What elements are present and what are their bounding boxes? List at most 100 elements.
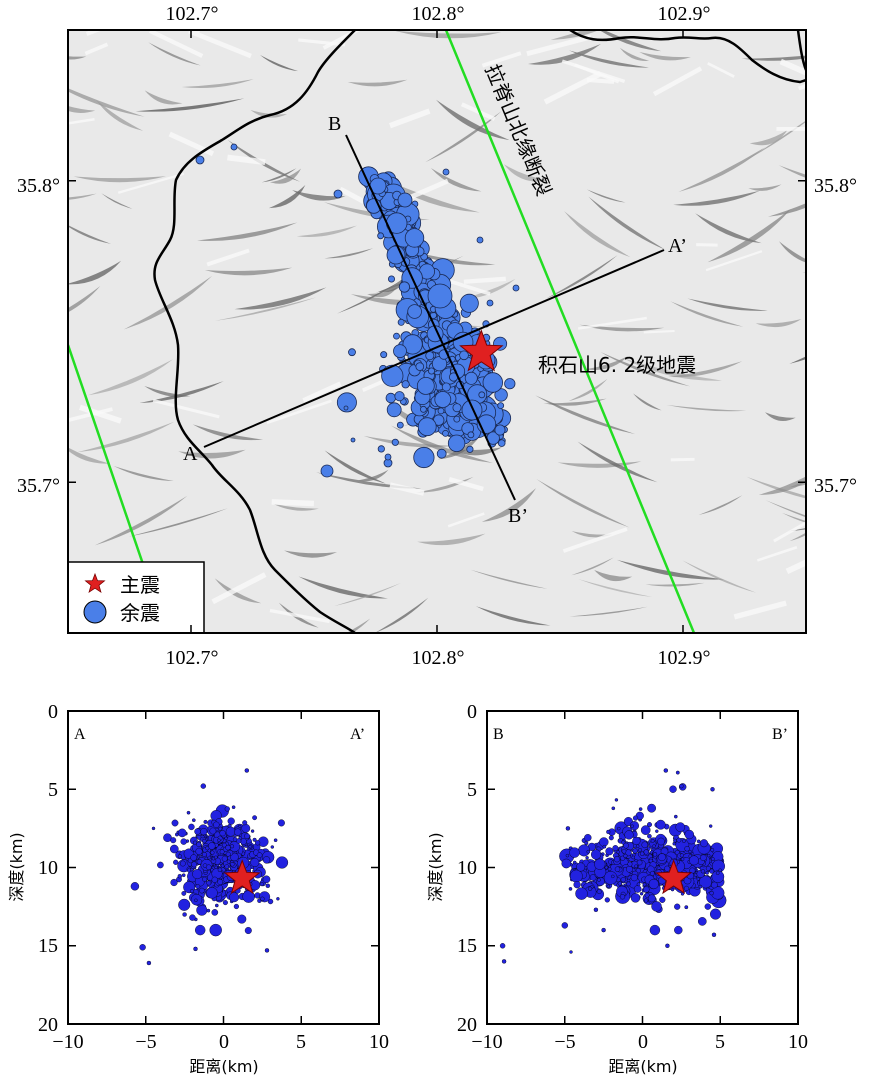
profile-aftershock-dot [219, 830, 226, 837]
terrain-highlight [696, 243, 718, 247]
terrain-ridge [755, 319, 802, 328]
terrain-ridge [68, 447, 110, 464]
terrain-highlight [526, 34, 592, 57]
aftershock-dot [497, 402, 505, 410]
profile-aftershock-dot [244, 833, 251, 839]
aa-ytick-10: 10 [38, 857, 58, 879]
terrain-highlight [560, 639, 608, 646]
bb-xtick-0: 0 [638, 1031, 648, 1053]
aftershock-dot [447, 434, 466, 453]
profile-aftershock-dot [707, 853, 711, 858]
terrain-highlight [460, 102, 496, 121]
profile-aftershock-dot [262, 856, 271, 864]
profile-aftershock-dot [648, 878, 659, 890]
profile-aftershock-dot [663, 768, 668, 773]
profile-aftershock-dot [561, 922, 568, 929]
terrain-highlight [269, 608, 330, 624]
lat-tick-left-1: 35.8° [17, 175, 60, 197]
terrain-highlight [773, 521, 806, 543]
profile-aftershock-dot [130, 882, 140, 891]
terrain-ridge [778, 241, 806, 263]
map-panel: A A’ B B’ 拉脊山北缘断裂 积石山6. 2级地震 主震 余震 102.7… [17, 3, 874, 669]
terrain-ridge [594, 569, 633, 582]
profile-aftershock-dot [640, 825, 651, 835]
terrain-highlight [825, 160, 874, 173]
aftershock-dot [466, 445, 474, 453]
terrain-highlight [705, 250, 763, 272]
profile-aftershock-dot [189, 914, 196, 921]
profile-aftershock-dot [193, 840, 198, 845]
profile-aftershock-dot [608, 835, 614, 841]
profile-aftershock-dot [630, 873, 638, 882]
profile-aftershock-dot [229, 892, 240, 903]
bb-xlabel: 距离(km) [608, 1057, 677, 1076]
aftershock-dot [387, 275, 395, 283]
profile-aftershock-dot [617, 881, 622, 886]
terrain-ridge [687, 298, 768, 311]
profile-aftershock-dot [700, 869, 705, 874]
profile-aftershock-dot [214, 855, 218, 860]
profile-aftershock-dot [696, 877, 700, 881]
profile-aftershock-dot [647, 803, 656, 813]
profile-aftershock-dot [709, 890, 714, 896]
profile-aftershock-dot [669, 785, 677, 793]
profile-aftershock-dot [205, 846, 210, 851]
terrain-ridge [272, 503, 319, 511]
profile-aftershock-dot [649, 924, 661, 936]
terrain-highlight [271, 499, 315, 507]
profile-aftershock-dot [210, 850, 215, 855]
terrain-ridge [268, 185, 306, 209]
profile-aftershock-dot [151, 826, 156, 831]
profile-aftershock-dot [584, 841, 589, 846]
profile-aftershock-dot [700, 839, 709, 848]
profile-aftershock-dot [265, 883, 270, 888]
profile-aa-mainshock-star [223, 859, 261, 895]
event-label: 积石山6. 2级地震 [538, 353, 696, 377]
profile-aftershock-dot [256, 852, 263, 859]
aftershock-dot [377, 445, 385, 453]
terrain-ridge [296, 225, 357, 237]
profile-aftershock-dot [675, 770, 680, 775]
profile-aftershock-dot [644, 892, 650, 898]
terrain-ridge [448, 447, 503, 456]
terrain-ridge [805, 564, 806, 565]
terrain-ridge [178, 449, 246, 459]
profile-aftershock-dot [225, 851, 231, 857]
profile-aftershock-dot [236, 838, 242, 844]
legend-circle-icon [83, 600, 107, 624]
profile-aftershock-dot [705, 871, 709, 875]
aftershock-dot [195, 155, 205, 165]
profile-aftershock-dot [642, 882, 647, 887]
profile-line-bb [345, 134, 516, 501]
profile-aftershock-dot [605, 847, 614, 856]
lat-tick-right-1: 35.8° [814, 175, 857, 197]
profile-aftershock-dot [684, 846, 690, 852]
terrain-ridge [838, 377, 874, 400]
profile-aftershock-dot [169, 844, 179, 854]
terrain-ridge [135, 98, 245, 112]
bb-ytick-5: 5 [467, 779, 477, 801]
aftershock-dot [464, 371, 478, 385]
terrain-ridge [68, 260, 122, 285]
terrain-highlight [68, 407, 113, 423]
map-axis-ticks [68, 30, 806, 633]
profile-aftershock-dot [250, 858, 260, 868]
aa-xtick-m5: −5 [135, 1031, 156, 1053]
profile-aftershock-dot [270, 845, 274, 849]
bb-ytick-0: 0 [467, 701, 477, 723]
profile-aftershock-dot [193, 946, 198, 952]
terrain-ridge [347, 79, 408, 87]
profile-aftershock-dot [696, 839, 701, 844]
aftershock-dot [394, 391, 405, 402]
profile-aftershock-dot [650, 839, 655, 843]
profile-aftershock-dot [607, 867, 612, 871]
terrain-highlight [302, 381, 342, 403]
profile-aftershock-dot [573, 881, 581, 889]
terrain-ridge [269, 168, 301, 184]
profile-aftershock-dot [229, 844, 234, 849]
profile-aftershock-dot [684, 905, 689, 910]
profile-aftershock-dot [704, 903, 711, 910]
terrain-ridge [543, 398, 607, 406]
lon-tick-top-2: 102.8° [412, 3, 465, 25]
profile-aftershock-dot [267, 898, 274, 905]
